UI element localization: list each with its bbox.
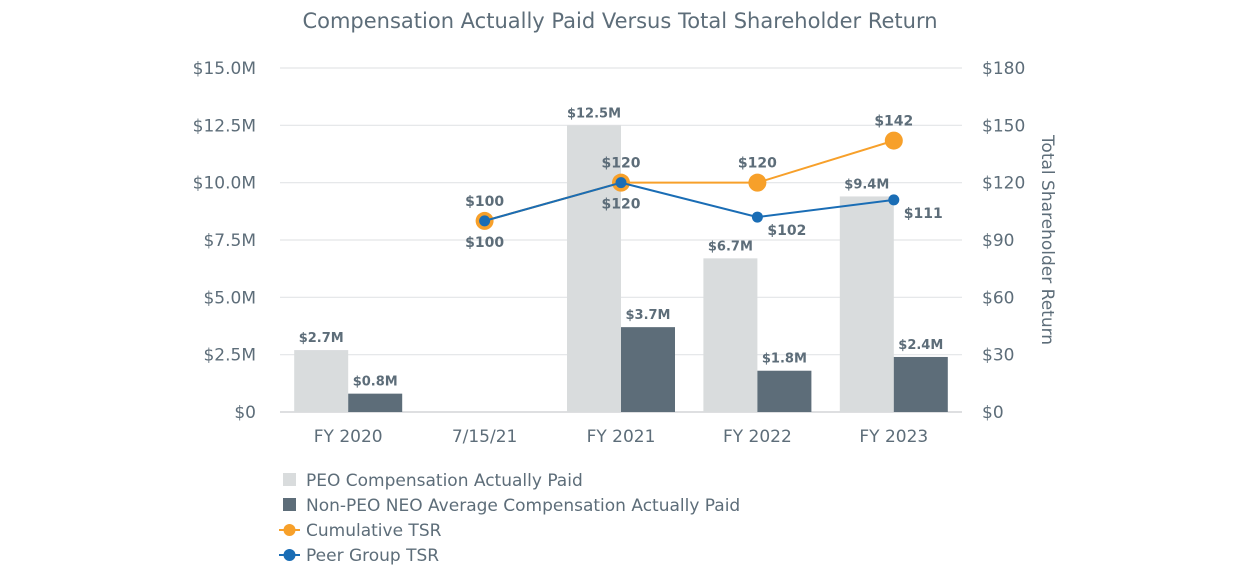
- cumulative-tsr-line: [484, 139, 895, 222]
- legend-label: Non-PEO NEO Average Compensation Actuall…: [306, 496, 740, 516]
- point: [888, 194, 900, 206]
- bar-label: $3.7M: [625, 308, 670, 323]
- right-tick-label: $30: [982, 346, 1014, 366]
- x-tick-label: 7/15/21: [452, 427, 518, 447]
- right-tick-label: $150: [982, 116, 1025, 136]
- bar-peo: [703, 258, 758, 412]
- bar-non-peo: [348, 393, 403, 412]
- right-tick-label: $90: [982, 231, 1014, 251]
- left-tick-label: $15.0M: [193, 59, 256, 79]
- axes: $0 $2.5M $5.0M $7.5M $10.0M $12.5M $15.0M $0 $30…: [193, 59, 1026, 447]
- legend-marker: [283, 549, 296, 561]
- bar-non-peo: [757, 370, 812, 412]
- right-tick-label: $120: [982, 174, 1025, 194]
- point: [615, 177, 627, 189]
- bar-label: $9.4M: [844, 177, 889, 192]
- bars: $2.7M $12.5M $6.7M $9.4M $0.8M $3.7M $1.8M $2.4…: [294, 106, 948, 412]
- point-label: $102: [767, 223, 806, 239]
- legend-swatch: [283, 473, 296, 486]
- lines: $100 $120 $120 $142 $100 $120 $102 $111: [465, 114, 943, 251]
- point-label: $120: [602, 197, 641, 213]
- left-tick-label: $2.5M: [203, 346, 256, 366]
- bar-label: $0.8M: [353, 375, 398, 390]
- chart-title: Compensation Actually Paid Versus Total …: [302, 9, 937, 33]
- left-tick-label: $5.0M: [203, 288, 256, 308]
- bar-label: $6.7M: [708, 239, 753, 254]
- bar-peo: [567, 125, 621, 412]
- bar-non-peo: [621, 327, 675, 412]
- bar-peo: [294, 350, 349, 412]
- left-tick-label: $7.5M: [203, 231, 256, 251]
- bar-label: $2.7M: [299, 331, 344, 346]
- right-axis-label: Total Shareholder Return: [1037, 134, 1057, 345]
- legend: PEO Compensation Actually Paid Non-PEO NE…: [279, 471, 740, 566]
- right-tick-label: $0: [982, 403, 1004, 423]
- point-label: $100: [465, 194, 504, 210]
- bar-non-peo: [893, 356, 948, 412]
- x-tick-label: FY 2023: [859, 427, 928, 447]
- left-tick-label: $10.0M: [193, 174, 256, 194]
- point: [479, 215, 491, 227]
- bar-label: $12.5M: [567, 106, 621, 121]
- legend-label: PEO Compensation Actually Paid: [306, 471, 583, 491]
- legend-swatch: [283, 498, 296, 511]
- point-label: $100: [465, 235, 504, 251]
- bar-label: $1.8M: [762, 352, 807, 367]
- legend-label: Cumulative TSR: [306, 521, 442, 541]
- right-tick-label: $60: [982, 288, 1014, 308]
- left-tick-label: $12.5M: [193, 116, 256, 136]
- point: [884, 131, 903, 150]
- point-label: $120: [602, 156, 641, 172]
- legend-marker: [283, 524, 296, 536]
- point-label: $111: [904, 206, 943, 222]
- point-label: $120: [738, 156, 777, 172]
- point: [748, 173, 767, 192]
- x-tick-label: FY 2022: [723, 427, 792, 447]
- peer-tsr-line: [484, 181, 894, 222]
- x-tick-label: FY 2020: [314, 427, 383, 447]
- point: [751, 211, 763, 223]
- right-tick-label: $180: [982, 59, 1025, 79]
- point-label: $142: [874, 114, 913, 130]
- left-tick-label: $0: [234, 403, 256, 423]
- bar-label: $2.4M: [898, 338, 943, 353]
- legend-label: Peer Group TSR: [306, 546, 439, 566]
- x-tick-label: FY 2021: [587, 427, 656, 447]
- bar-peo: [839, 196, 894, 412]
